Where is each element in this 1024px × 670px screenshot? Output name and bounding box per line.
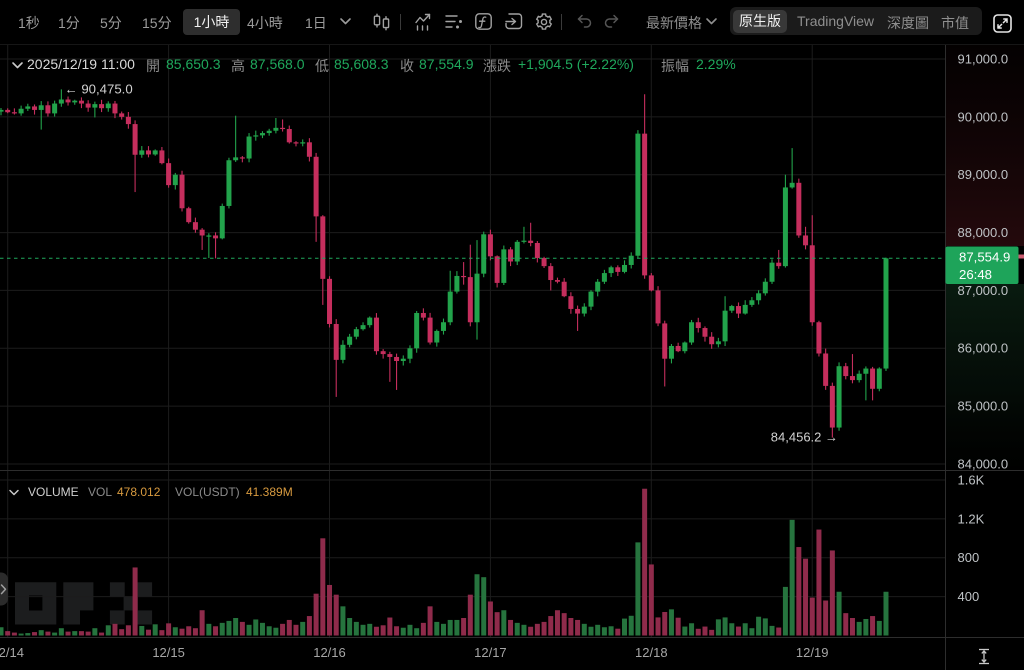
svg-text:800: 800: [958, 550, 980, 565]
svg-text:84,456.2 →: 84,456.2 →: [771, 430, 838, 445]
svg-text:12/14: 12/14: [0, 645, 24, 660]
svg-text:87,000.0: 87,000.0: [958, 283, 1009, 298]
svg-text:1.6K: 1.6K: [958, 472, 985, 487]
svg-text:12/17: 12/17: [474, 645, 507, 660]
svg-text:89,000.0: 89,000.0: [958, 167, 1009, 182]
svg-text:26:48: 26:48: [959, 267, 992, 282]
svg-text:85,000.0: 85,000.0: [958, 399, 1009, 414]
svg-text:84,000.0: 84,000.0: [958, 456, 1009, 471]
svg-text:91,000.0: 91,000.0: [958, 51, 1009, 66]
svg-text:12/18: 12/18: [635, 645, 668, 660]
svg-text:← 90,475.0: ← 90,475.0: [65, 82, 133, 97]
svg-text:87,554.9: 87,554.9: [959, 250, 1010, 265]
svg-text:12/16: 12/16: [313, 645, 346, 660]
svg-text:12/19: 12/19: [796, 645, 829, 660]
svg-text:90,000.0: 90,000.0: [958, 109, 1009, 124]
svg-text:400: 400: [958, 589, 980, 604]
svg-text:12/15: 12/15: [152, 645, 185, 660]
svg-text:1.2K: 1.2K: [958, 511, 985, 526]
svg-text:86,000.0: 86,000.0: [958, 341, 1009, 356]
svg-text:88,000.0: 88,000.0: [958, 225, 1009, 240]
